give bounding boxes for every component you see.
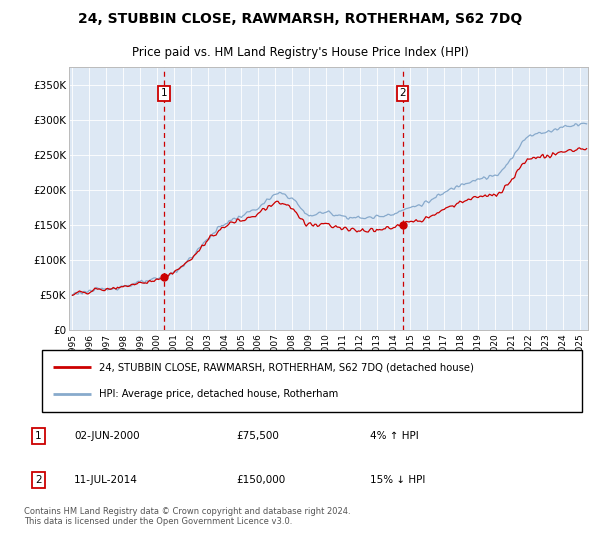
Text: 11-JUL-2014: 11-JUL-2014 — [74, 475, 138, 485]
Text: 4% ↑ HPI: 4% ↑ HPI — [370, 431, 419, 441]
Text: 2: 2 — [399, 88, 406, 99]
Text: Contains HM Land Registry data © Crown copyright and database right 2024.
This d: Contains HM Land Registry data © Crown c… — [24, 507, 350, 526]
Text: 2: 2 — [35, 475, 42, 485]
Text: 1: 1 — [161, 88, 167, 99]
Text: 24, STUBBIN CLOSE, RAWMARSH, ROTHERHAM, S62 7DQ: 24, STUBBIN CLOSE, RAWMARSH, ROTHERHAM, … — [78, 12, 522, 26]
Text: 1: 1 — [35, 431, 42, 441]
FancyBboxPatch shape — [42, 350, 582, 412]
Text: £75,500: £75,500 — [236, 431, 279, 441]
Text: 15% ↓ HPI: 15% ↓ HPI — [370, 475, 425, 485]
Text: £150,000: £150,000 — [236, 475, 285, 485]
Text: 24, STUBBIN CLOSE, RAWMARSH, ROTHERHAM, S62 7DQ (detached house): 24, STUBBIN CLOSE, RAWMARSH, ROTHERHAM, … — [98, 362, 473, 372]
Text: Price paid vs. HM Land Registry's House Price Index (HPI): Price paid vs. HM Land Registry's House … — [131, 46, 469, 59]
Text: 02-JUN-2000: 02-JUN-2000 — [74, 431, 140, 441]
Text: HPI: Average price, detached house, Rotherham: HPI: Average price, detached house, Roth… — [98, 389, 338, 399]
